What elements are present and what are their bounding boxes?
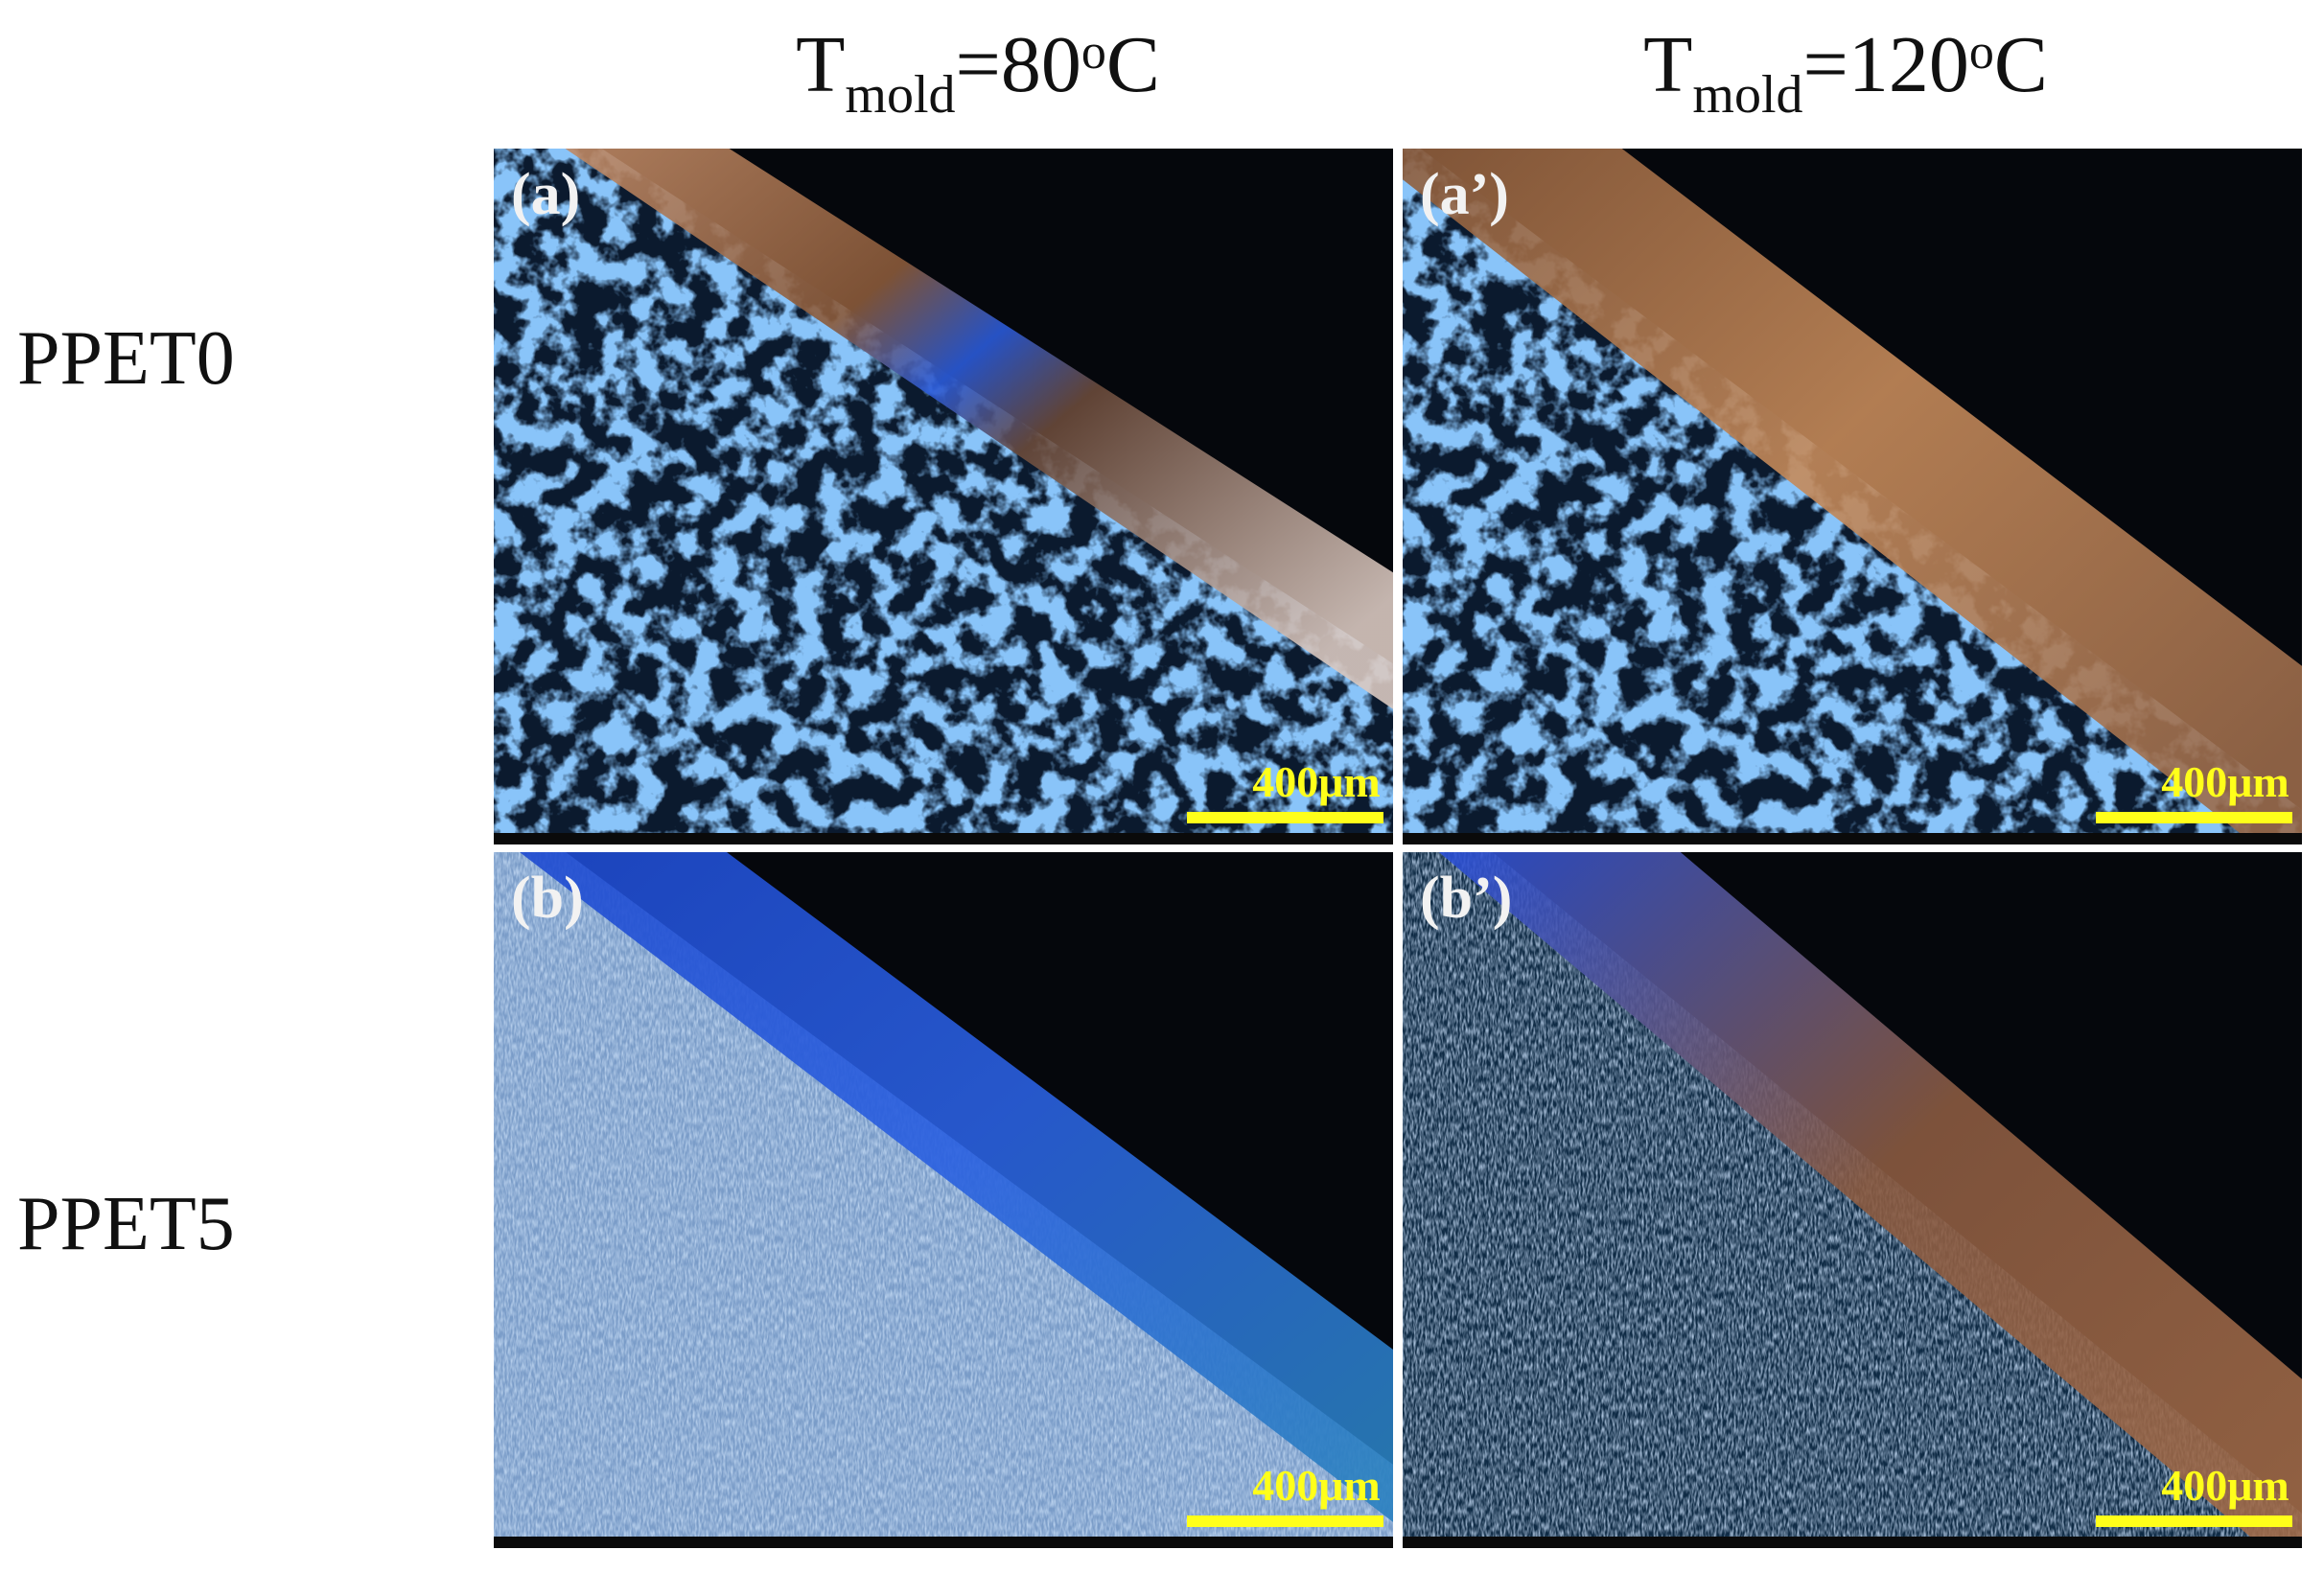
subscript: mold	[845, 65, 955, 125]
micrograph-image	[494, 852, 1393, 1548]
symbol: T	[796, 20, 845, 109]
skin-layer	[520, 852, 1393, 1522]
scale-bar	[1187, 812, 1383, 823]
column-header: Tmold=120oC	[1643, 20, 2048, 125]
scale-bar-label: 400μm	[2161, 1461, 2289, 1510]
micrograph-panel: (a’) 400μm	[1403, 149, 2302, 844]
micrograph-panel: (b) 400μm	[494, 852, 1393, 1548]
value: =80	[956, 20, 1081, 109]
unit: C	[1106, 20, 1160, 109]
scale-bar-label: 400μm	[1252, 757, 1380, 806]
scale-bar	[2096, 812, 2292, 823]
panel-label: (b)	[511, 866, 584, 931]
micrograph-image	[1403, 852, 2302, 1548]
subscript: mold	[1692, 65, 1802, 125]
skin-layer	[1438, 852, 2302, 1548]
scale-bar	[2096, 1515, 2292, 1527]
micrograph-panel: (b’) 400μm	[1403, 852, 2302, 1548]
micrograph-image	[1403, 149, 2302, 844]
bottom-strip	[494, 1537, 1393, 1548]
panel-label: (a)	[511, 162, 580, 227]
symbol: T	[1643, 20, 1692, 109]
bottom-strip	[494, 833, 1393, 844]
bottom-strip	[1403, 1537, 2302, 1548]
bottom-strip	[1403, 833, 2302, 844]
panel-label: (b’)	[1420, 866, 1512, 931]
superscript: o	[1969, 25, 1994, 80]
skin-layer	[1403, 149, 2302, 844]
row-label: PPET0	[17, 316, 235, 401]
value: =120	[1803, 20, 1969, 109]
micrograph-panel: (a) 400μm	[494, 149, 1393, 844]
superscript: o	[1081, 25, 1106, 80]
scale-bar-label: 400μm	[2161, 757, 2289, 806]
scale-bar	[1187, 1515, 1383, 1527]
scale-bar-label: 400μm	[1252, 1461, 1380, 1510]
skin-layer	[565, 149, 1393, 709]
unit: C	[1994, 20, 2048, 109]
column-header: Tmold=80oC	[796, 20, 1160, 125]
micrograph-image	[494, 149, 1393, 844]
panel-label: (a’)	[1420, 162, 1509, 227]
row-label: PPET5	[17, 1182, 235, 1266]
